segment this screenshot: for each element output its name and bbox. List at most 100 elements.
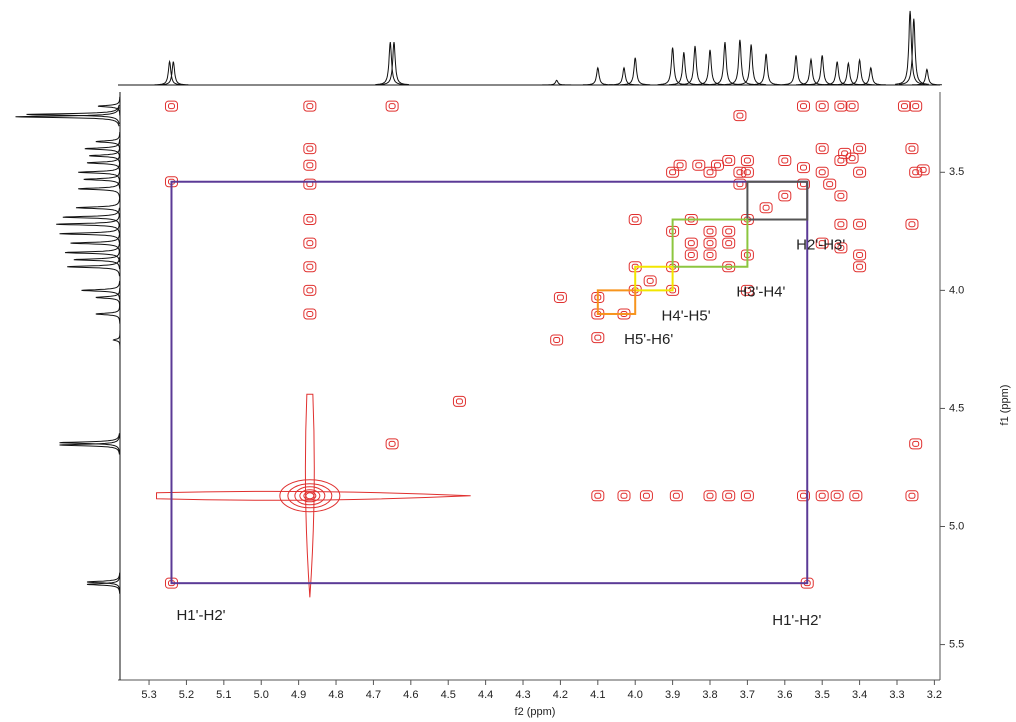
contour bbox=[796, 178, 810, 190]
left-projection-peak bbox=[75, 198, 121, 218]
cross-peak bbox=[710, 159, 724, 171]
x-tick-label: 5.0 bbox=[254, 689, 269, 701]
cross-peak bbox=[722, 490, 736, 502]
cross-peak bbox=[703, 225, 717, 237]
contour bbox=[905, 143, 919, 155]
cross-peak bbox=[684, 237, 698, 249]
cross-peak bbox=[303, 214, 317, 226]
contour bbox=[673, 159, 687, 171]
contour bbox=[736, 169, 744, 176]
left-projection-peak bbox=[70, 233, 120, 253]
contour bbox=[385, 100, 399, 112]
cross-peak bbox=[849, 490, 863, 502]
contour bbox=[455, 398, 463, 405]
contour bbox=[778, 190, 792, 202]
cross-peak bbox=[838, 147, 852, 159]
contour bbox=[687, 251, 695, 258]
contour bbox=[796, 100, 810, 112]
contour bbox=[706, 492, 714, 499]
solvent-contour bbox=[299, 489, 321, 503]
contour bbox=[167, 103, 175, 110]
contour bbox=[834, 190, 848, 202]
solvent-contour bbox=[287, 483, 333, 509]
contour bbox=[306, 103, 314, 110]
contour bbox=[736, 112, 744, 119]
contour bbox=[912, 440, 920, 447]
contour bbox=[841, 150, 849, 157]
cross-peak bbox=[550, 334, 564, 346]
contour bbox=[303, 143, 317, 155]
solvent-streak bbox=[156, 490, 471, 501]
contour bbox=[799, 164, 807, 171]
cross-peak bbox=[591, 490, 605, 502]
contour bbox=[164, 100, 178, 112]
y-tick-label: 5.0 bbox=[949, 520, 964, 532]
contour bbox=[303, 237, 317, 249]
left-projection-peak bbox=[15, 107, 120, 127]
top-projection-peak bbox=[620, 57, 651, 86]
contour bbox=[897, 100, 911, 112]
contour bbox=[740, 284, 754, 296]
cross-peak bbox=[853, 218, 867, 230]
contour bbox=[916, 164, 930, 176]
contour bbox=[837, 192, 845, 199]
y-tick-label: 4.5 bbox=[949, 402, 964, 414]
contour bbox=[306, 287, 314, 294]
cross-peak bbox=[834, 190, 848, 202]
top-projection-peak bbox=[898, 18, 929, 85]
x-tick-label: 4.3 bbox=[515, 689, 530, 701]
solvent-peak bbox=[279, 479, 341, 513]
top-projection-peak bbox=[796, 57, 826, 86]
contour bbox=[796, 162, 810, 174]
x-tick-label: 3.9 bbox=[665, 689, 680, 701]
x-tick-label: 3.3 bbox=[889, 689, 904, 701]
contour bbox=[733, 178, 747, 190]
contour bbox=[713, 162, 721, 169]
cross-peak bbox=[303, 178, 317, 190]
connectivity-box bbox=[671, 218, 749, 268]
connectivity-box bbox=[170, 180, 809, 585]
contour bbox=[834, 242, 848, 254]
contour bbox=[740, 166, 754, 178]
contour bbox=[306, 240, 314, 247]
contour bbox=[849, 490, 863, 502]
left-projection-peak bbox=[86, 572, 121, 592]
cross-peak bbox=[164, 100, 178, 112]
cross-peak bbox=[303, 143, 317, 155]
contour bbox=[594, 334, 602, 341]
cross-peak bbox=[815, 143, 829, 155]
cross-peak bbox=[853, 249, 867, 261]
connectivity-box bbox=[746, 180, 809, 221]
contour bbox=[725, 240, 733, 247]
cross-peak bbox=[733, 166, 747, 178]
contour bbox=[853, 218, 867, 230]
contour bbox=[631, 216, 639, 223]
left-projection-peak bbox=[81, 280, 121, 300]
contour bbox=[666, 166, 680, 178]
left-projection-peak bbox=[95, 287, 121, 308]
contour bbox=[818, 169, 826, 176]
contour bbox=[388, 440, 396, 447]
cross-peak bbox=[591, 332, 605, 344]
box-label: H3'-H4' bbox=[736, 284, 785, 301]
contour bbox=[818, 145, 826, 152]
contour bbox=[306, 263, 314, 270]
contour bbox=[303, 159, 317, 171]
left-projection-peak bbox=[95, 131, 121, 152]
cross-peak bbox=[796, 100, 810, 112]
cross-peak bbox=[897, 100, 911, 112]
contour bbox=[905, 490, 919, 502]
box-label: H2'-H3' bbox=[796, 236, 845, 253]
top-projection-peak bbox=[736, 44, 767, 86]
x-tick-label: 3.5 bbox=[815, 689, 830, 701]
contour bbox=[733, 166, 747, 178]
left-projection-peak bbox=[95, 304, 121, 324]
cross-peak bbox=[740, 490, 754, 502]
cross-peak bbox=[778, 190, 792, 202]
contour bbox=[818, 103, 826, 110]
contour bbox=[722, 225, 736, 237]
x-tick-label: 4.8 bbox=[328, 689, 343, 701]
contour bbox=[848, 103, 856, 110]
contour bbox=[306, 162, 314, 169]
